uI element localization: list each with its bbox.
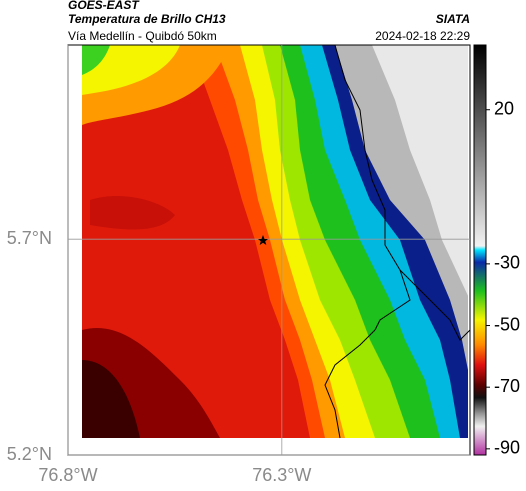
datetime: 2024-02-18 22:29 — [375, 29, 470, 43]
x-tick-label: 76.3°W — [252, 465, 311, 485]
colorbar-tick-label: -50 — [494, 314, 520, 334]
colorbar-tick-label: -90 — [494, 438, 520, 458]
border — [334, 44, 411, 331]
darkest — [82, 360, 140, 438]
colorbar-tick-label: -70 — [494, 376, 520, 396]
satellite-image — [82, 45, 468, 438]
dark-patch — [90, 195, 175, 230]
subtitle: Vía Medellín - Quibdó 50km — [68, 29, 217, 43]
title: Temperatura de Brillo CH13 — [68, 12, 226, 26]
colorbar-tick-label: -30 — [494, 253, 520, 273]
red-band — [82, 45, 310, 438]
warm-top-yellow — [82, 45, 180, 95]
source: GOES-EAST — [68, 0, 140, 12]
y-tick-label: 5.2°N — [7, 444, 52, 464]
colorbar-tick-label: 20 — [494, 98, 514, 118]
location-star — [258, 235, 268, 245]
overlay — [67, 44, 471, 456]
warm-top-green — [82, 45, 110, 75]
y-tick-label: 5.7°N — [7, 228, 52, 248]
border — [324, 329, 376, 439]
agency: SIATA — [436, 12, 470, 26]
colorbar — [473, 44, 487, 456]
coast — [399, 269, 471, 341]
x-tick-label: 76.8°W — [38, 465, 97, 485]
